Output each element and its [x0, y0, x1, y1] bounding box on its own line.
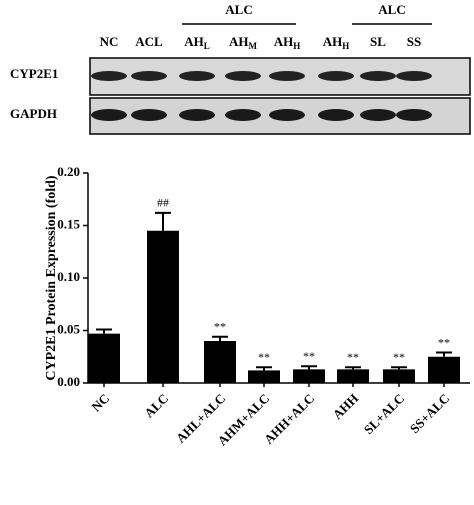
band — [318, 109, 354, 121]
error-bar — [391, 366, 407, 370]
bar — [293, 369, 325, 383]
lane-text: ACL — [135, 34, 163, 49]
blot-image — [89, 57, 471, 135]
bar — [383, 369, 415, 383]
band — [269, 109, 305, 121]
error-bar — [155, 211, 171, 231]
lane-text: AH — [184, 34, 204, 49]
lane-label: ACL — [135, 34, 163, 49]
significance-label: ** — [303, 349, 315, 363]
lane-label: AHH — [323, 34, 350, 51]
bar — [147, 230, 179, 383]
lane-text: NC — [100, 34, 119, 49]
y-tick-label: 0.10 — [57, 269, 80, 284]
significance-label: ** — [438, 335, 450, 349]
band — [225, 109, 261, 121]
error-bar — [436, 351, 452, 357]
lane-subscript: L — [204, 41, 210, 51]
group-label: ALC — [378, 2, 405, 17]
group-label: ALC — [225, 2, 252, 17]
error-bar — [256, 366, 272, 371]
y-tick-label: 0.05 — [57, 321, 80, 336]
lane-subscript: M — [249, 41, 258, 51]
y-tick-label: 0.20 — [57, 164, 80, 179]
lane-text: AH — [229, 34, 249, 49]
bar — [248, 370, 280, 383]
y-tick-label: 0.00 — [57, 374, 80, 389]
blot-row-label: CYP2E1 — [10, 66, 58, 81]
band — [396, 109, 432, 121]
x-tick-label: ALC — [141, 391, 171, 421]
significance-label: ** — [258, 350, 270, 364]
lane-text: SS — [407, 34, 421, 49]
lane-text: AH — [274, 34, 294, 49]
band — [318, 71, 354, 81]
x-tick-label: SL+ALC — [361, 391, 408, 438]
significance-label: ** — [214, 320, 226, 334]
bar — [204, 341, 236, 383]
band — [179, 71, 215, 81]
x-tick-label: AHH — [330, 391, 362, 423]
significance-label: ## — [157, 196, 169, 210]
lane-label: NC — [100, 34, 119, 49]
lane-label: AHL — [184, 34, 210, 51]
error-bar — [301, 365, 317, 370]
band — [179, 109, 215, 121]
bar — [428, 356, 460, 383]
significance-label: ** — [393, 350, 405, 364]
lane-subscript: H — [293, 41, 300, 51]
lane-text: SL — [370, 34, 386, 49]
x-tick-label: SS+ALC — [407, 391, 452, 436]
lane-label: AHM — [229, 34, 258, 51]
error-bar — [345, 366, 361, 370]
band — [396, 71, 432, 81]
error-bar — [96, 328, 112, 334]
y-tick-label: 0.15 — [57, 216, 80, 231]
band — [91, 71, 127, 81]
band — [269, 71, 305, 81]
lane-label: SL — [370, 34, 386, 49]
band — [131, 109, 167, 121]
band — [360, 109, 396, 121]
band — [225, 71, 261, 81]
x-tick-label: NC — [88, 391, 112, 415]
band — [91, 109, 127, 121]
significance-label: ** — [347, 350, 359, 364]
lane-label: SS — [407, 34, 421, 49]
blot-row-label: GAPDH — [10, 106, 57, 121]
band — [131, 71, 167, 81]
band — [360, 71, 396, 81]
bar — [337, 369, 369, 383]
error-bar — [212, 335, 228, 341]
bar — [88, 333, 120, 383]
lane-label: AHH — [274, 34, 301, 51]
y-axis-label: CYP2E1 Protein Expression (fold) — [44, 175, 59, 381]
lane-subscript: H — [342, 41, 349, 51]
lane-text: AH — [323, 34, 343, 49]
